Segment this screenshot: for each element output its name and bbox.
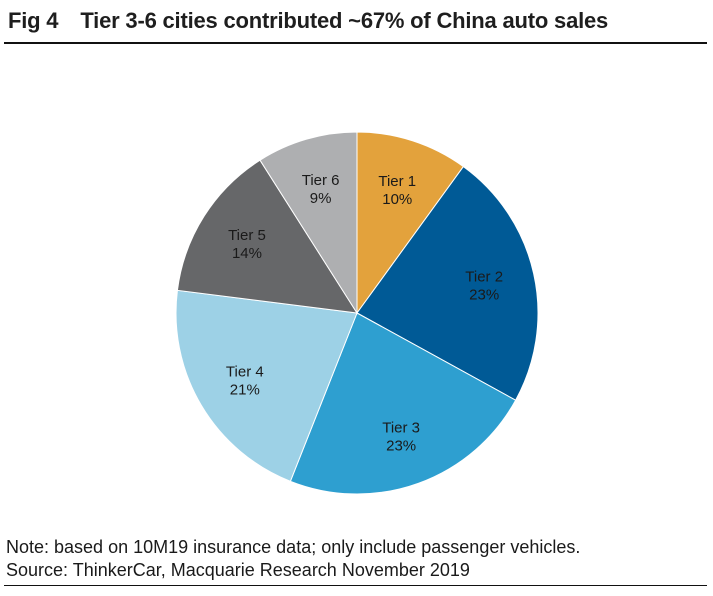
pie-labels: Tier 110%Tier 223%Tier 323%Tier 421%Tier… [226, 172, 503, 455]
pie-slice-tier-2 [356, 165, 539, 401]
slice-label: Tier 6 [302, 172, 340, 189]
pie-slices [175, 131, 539, 495]
slice-value-label: 9% [310, 190, 332, 207]
slice-value-label: 23% [386, 438, 416, 455]
note-text: Note: based on 10M19 insurance data; onl… [6, 537, 581, 557]
chart-footer: Note: based on 10M19 insurance data; onl… [6, 536, 580, 582]
slice-value-label: 21% [230, 381, 260, 398]
figure-title: Fig 4 Tier 3-6 cities contributed ~67% of… [8, 8, 608, 34]
pie-slice-tier-1 [356, 131, 465, 315]
pie-slice-tier-4 [175, 289, 358, 482]
slice-label: Tier 5 [228, 227, 266, 244]
pie-slice-tier-6 [259, 131, 358, 315]
slice-label: Tier 2 [465, 269, 503, 286]
title-rule [4, 42, 707, 44]
slice-value-label: 23% [469, 287, 499, 304]
pie-slice-tier-5 [176, 159, 358, 314]
slice-label: Tier 3 [382, 420, 420, 437]
figure-title-text: Tier 3-6 cities contributed ~67% of Chin… [80, 8, 609, 33]
slice-value-label: 14% [232, 245, 262, 262]
source-text: Source: ThinkerCar, Macquarie Research N… [6, 560, 470, 580]
slice-label: Tier 1 [378, 173, 416, 190]
slice-value-label: 10% [382, 191, 412, 208]
footer-rule [4, 585, 707, 586]
slice-label: Tier 4 [226, 363, 264, 380]
figure-number: Fig 4 [8, 8, 59, 33]
pie-slice-tier-3 [289, 312, 517, 495]
